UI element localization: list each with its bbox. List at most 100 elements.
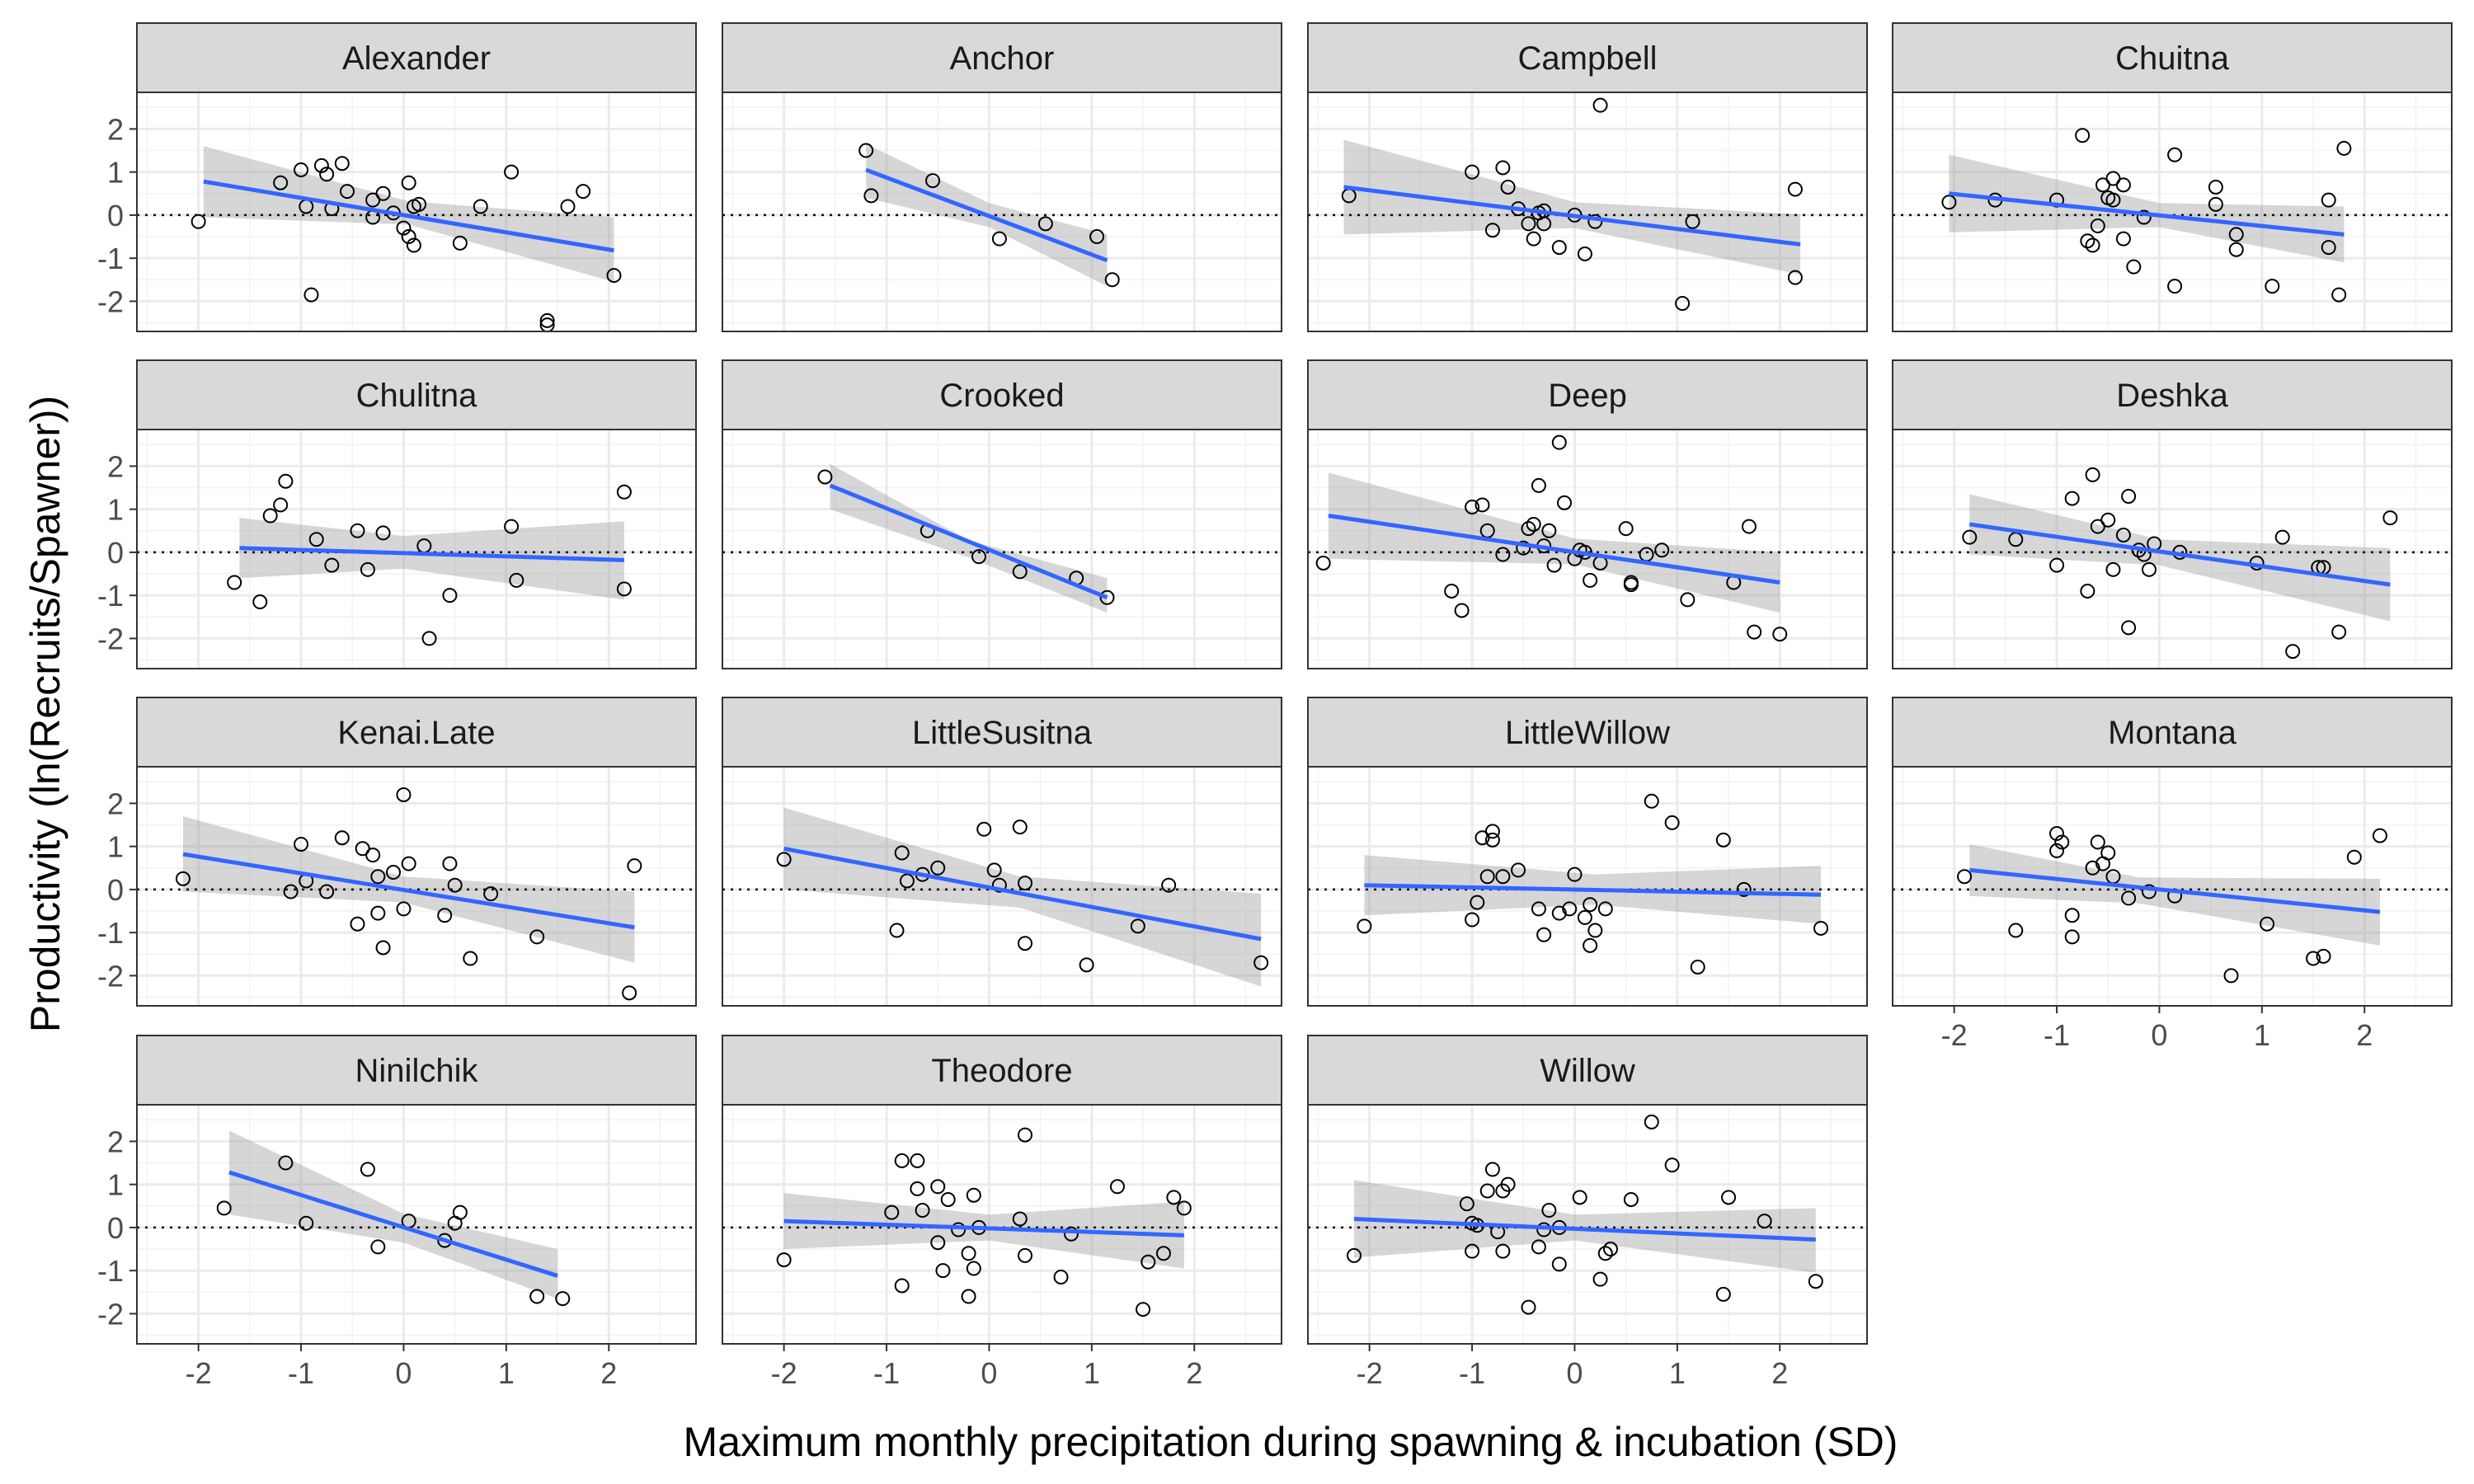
facet-panel: Deep — [1307, 359, 1868, 669]
data-point — [1757, 1214, 1772, 1229]
data-point — [2121, 620, 2137, 636]
data-point — [2228, 242, 2244, 257]
panel-background — [722, 430, 1282, 669]
data-point — [1690, 959, 1705, 974]
facet-panel: Campbell — [1307, 22, 1868, 332]
data-point — [1664, 1158, 1680, 1173]
data-point — [2054, 834, 2070, 850]
panel-background — [1308, 1105, 1867, 1344]
confidence-band — [1969, 494, 2391, 622]
data-point — [858, 143, 874, 158]
facet-panel: Theodore -2 -1 0 1 2 — [722, 1035, 1282, 1390]
facet-strip-label: Deshka — [2116, 378, 2228, 414]
data-point — [350, 916, 365, 932]
data-point — [2228, 227, 2244, 242]
panel-border — [136, 1104, 697, 1345]
data-point — [1787, 181, 1803, 197]
panel-background — [137, 1105, 696, 1344]
data-point — [2372, 828, 2387, 843]
data-point — [1089, 229, 1105, 245]
data-point — [915, 1203, 930, 1219]
panel-border — [1307, 1104, 1868, 1345]
data-point — [930, 1179, 946, 1195]
data-point — [1623, 1191, 1639, 1207]
data-point — [884, 1205, 900, 1220]
facet-strip-label: Alexander — [342, 40, 491, 77]
data-point — [1253, 955, 1269, 970]
data-point — [817, 469, 833, 485]
data-point — [1484, 1162, 1500, 1177]
x-tick-label: 2 — [600, 1356, 617, 1390]
data-point — [1531, 901, 1546, 917]
data-point — [294, 162, 309, 178]
facet-strip — [722, 697, 1282, 768]
data-point — [986, 862, 1002, 878]
data-point — [966, 1187, 981, 1203]
data-point — [1551, 905, 1567, 921]
confidence-band — [830, 463, 1108, 613]
data-point — [334, 830, 350, 846]
data-point — [227, 575, 242, 590]
data-point — [1500, 179, 1516, 195]
y-tick-label: -1 — [97, 579, 124, 613]
data-point — [1063, 1226, 1079, 1242]
y-tick-label: 2 — [107, 1125, 124, 1158]
data-point — [396, 220, 412, 236]
data-point — [2049, 557, 2065, 573]
data-point — [1079, 957, 1094, 973]
data-point — [2223, 968, 2239, 984]
facet-panel: Alexander -2 -1 0 1 2 — [97, 22, 697, 333]
data-point — [2208, 196, 2223, 212]
y-tick-label: -2 — [97, 622, 124, 655]
data-point — [412, 196, 427, 212]
facet-panel: Crooked — [722, 359, 1282, 669]
data-point — [1577, 909, 1592, 925]
facet-strip-label: Campbell — [1518, 40, 1658, 77]
confidence-band — [1969, 844, 2380, 946]
data-point — [910, 1181, 925, 1196]
panel-background — [1308, 92, 1867, 331]
facet-strip — [136, 22, 697, 93]
data-point — [2080, 583, 2095, 599]
data-point — [313, 157, 329, 173]
confidence-band — [1328, 472, 1780, 613]
data-point — [175, 871, 190, 886]
data-point — [504, 164, 520, 180]
data-point — [2049, 843, 2065, 858]
data-point — [1583, 897, 1598, 913]
regression-line — [783, 1219, 1184, 1237]
data-point — [622, 985, 637, 1001]
facet-strip — [136, 1035, 697, 1106]
data-point — [216, 1200, 232, 1216]
data-point — [355, 841, 370, 857]
data-point — [375, 525, 391, 541]
panel-border — [136, 429, 697, 669]
y-tick-label: -2 — [97, 1297, 124, 1331]
data-point — [1526, 231, 1541, 247]
x-tick-label: -1 — [873, 1356, 900, 1390]
data-point — [2105, 192, 2121, 208]
data-point — [2085, 237, 2100, 253]
facet-strip-label: Ninilchik — [355, 1053, 479, 1089]
y-tick-label: 0 — [107, 873, 124, 907]
facet-panel: Deshka — [1892, 359, 2453, 669]
confidence-band — [1343, 139, 1801, 275]
data-point — [951, 1222, 967, 1237]
data-point — [1602, 1242, 1618, 1257]
data-point — [2126, 259, 2142, 275]
data-point — [1541, 523, 1557, 538]
data-point — [1572, 1190, 1587, 1205]
data-point — [529, 1289, 545, 1304]
regression-line — [1364, 883, 1822, 897]
data-point — [529, 929, 545, 945]
data-point — [1531, 477, 1546, 493]
facet-panel: Kenai.Late -2 -1 0 1 2 — [97, 697, 697, 1007]
data-point — [1597, 1246, 1613, 1261]
data-point — [190, 214, 206, 229]
regression-line — [1353, 1216, 1816, 1242]
data-point — [278, 473, 294, 489]
data-point — [894, 1278, 910, 1294]
data-point — [1583, 572, 1598, 588]
data-point — [2075, 128, 2091, 143]
x-tick-label: 1 — [1084, 1356, 1100, 1390]
